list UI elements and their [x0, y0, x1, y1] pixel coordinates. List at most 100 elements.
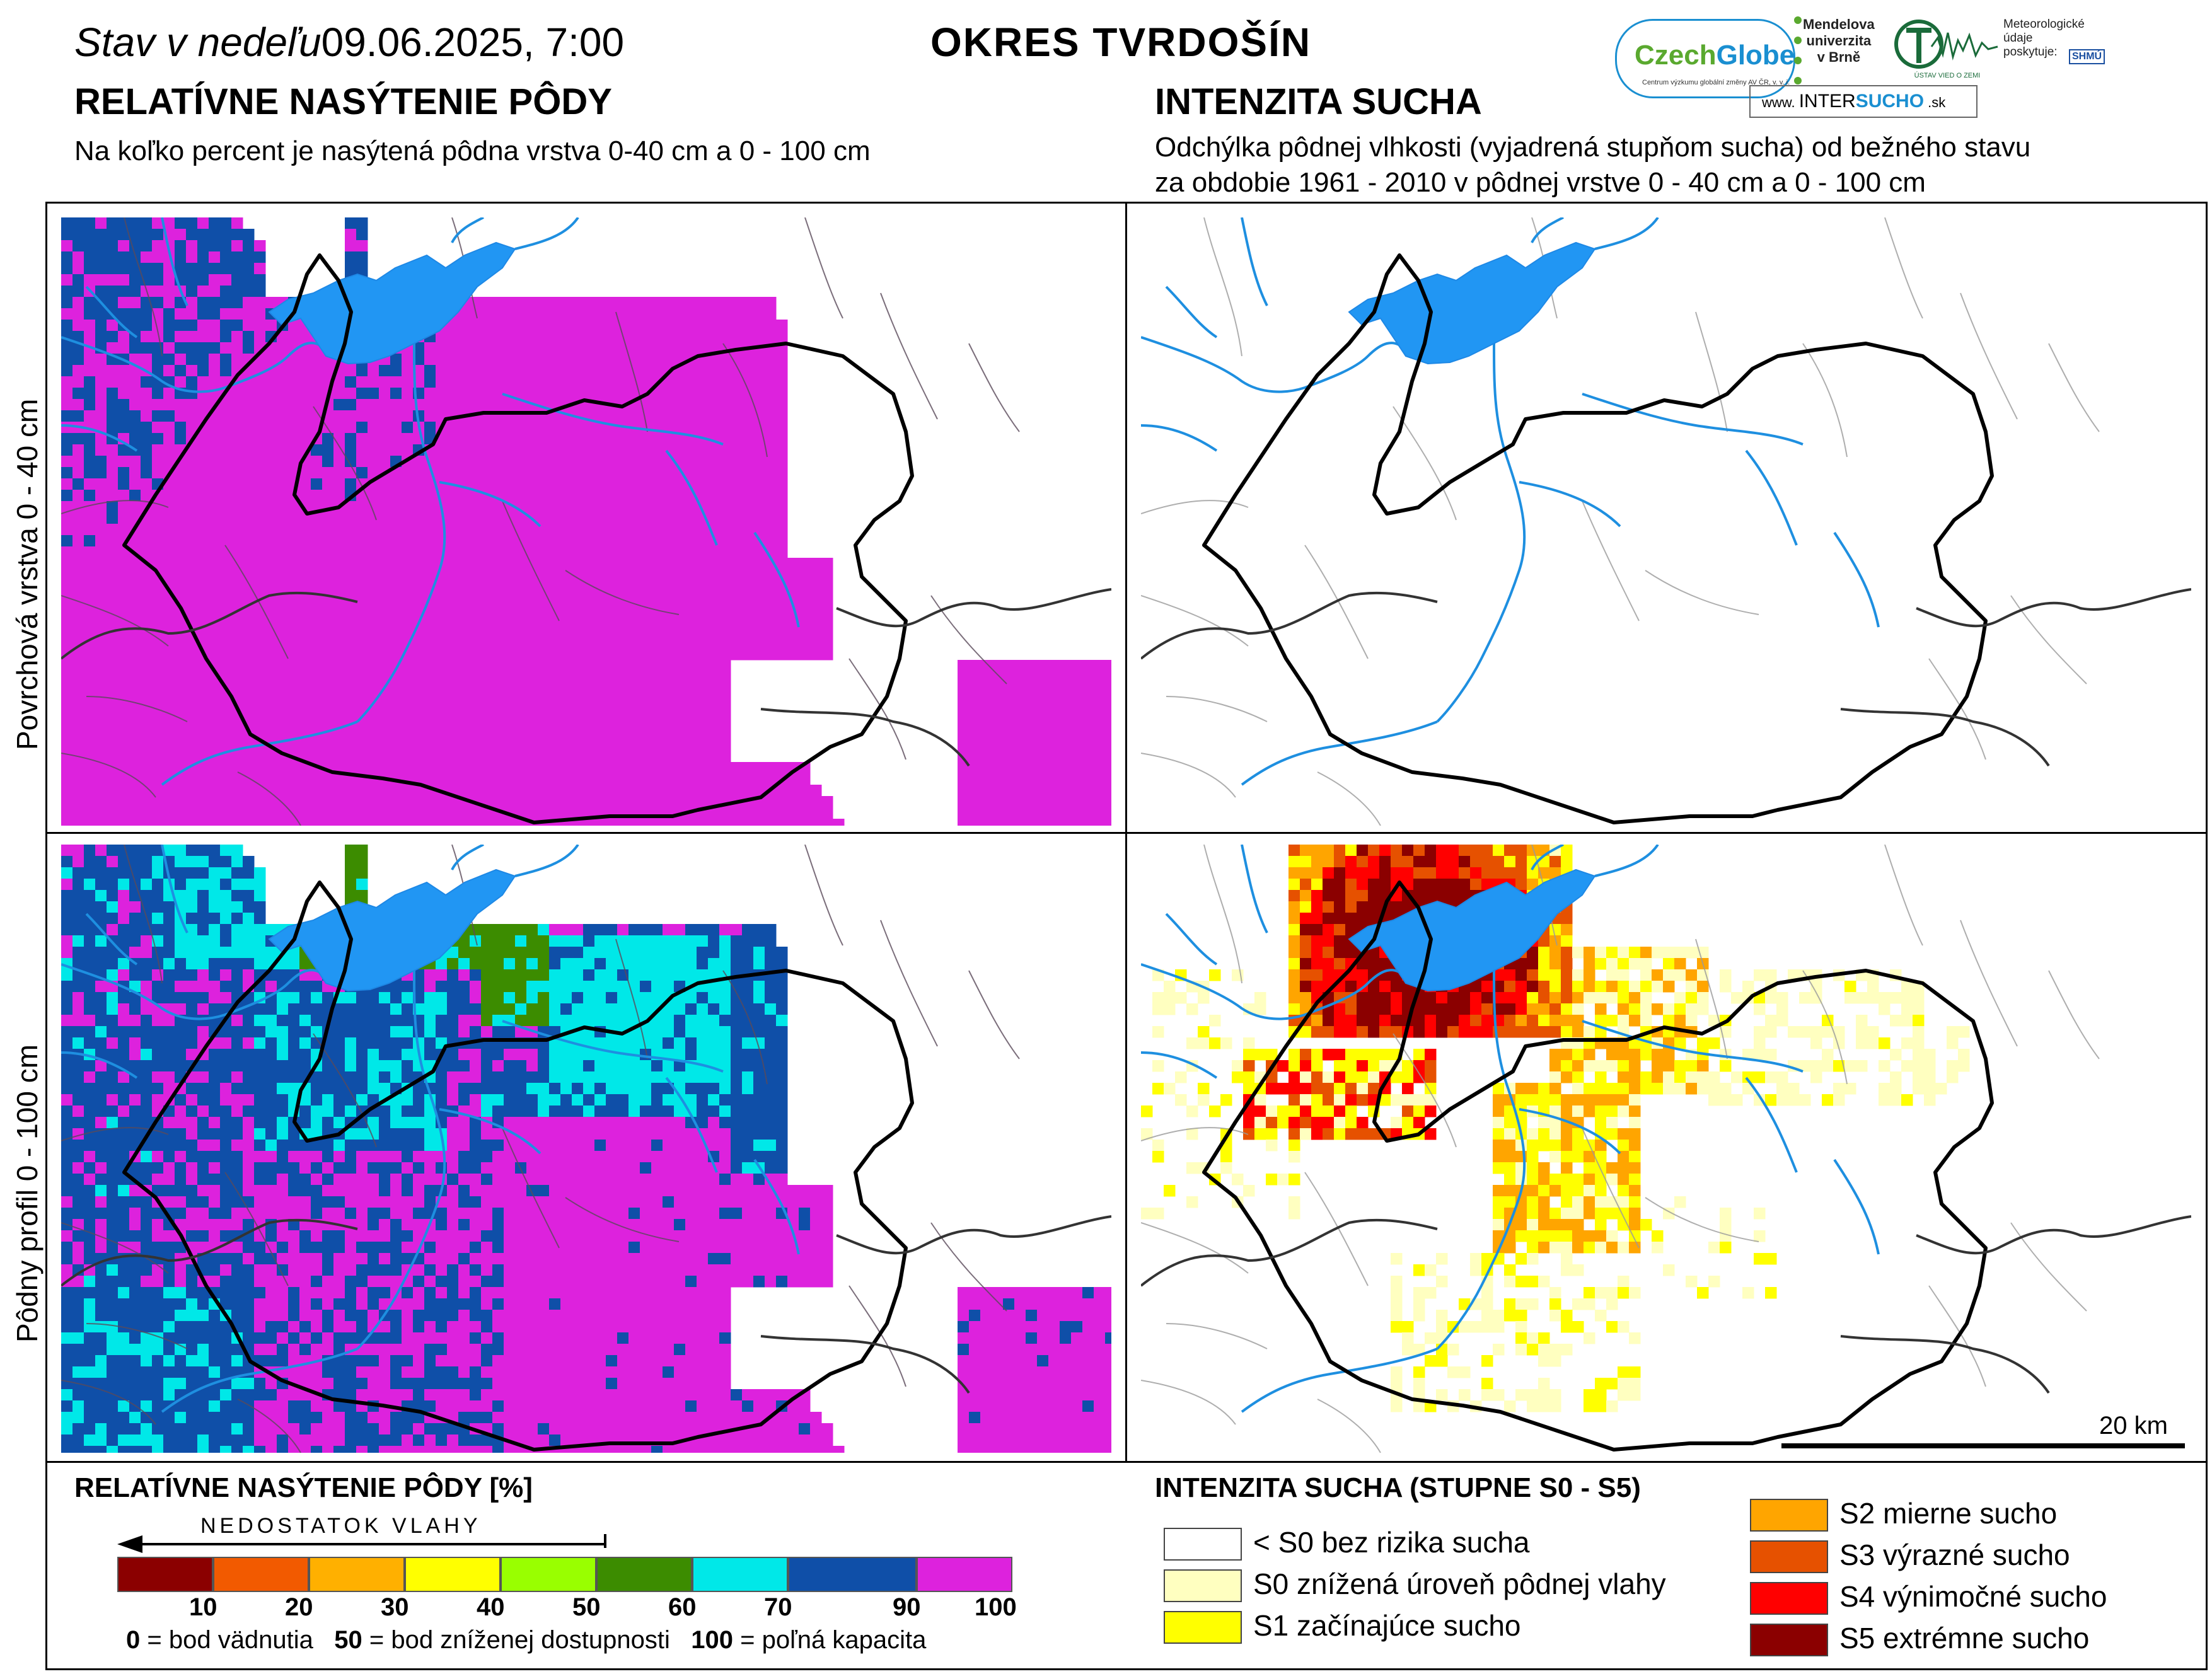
grid-cell — [152, 867, 164, 879]
grid-cell — [95, 1071, 107, 1083]
grid-cell — [470, 535, 482, 547]
grid-cell — [152, 1094, 164, 1106]
grid-cell — [663, 422, 675, 434]
grid-cell — [504, 558, 516, 570]
grid-cell — [129, 819, 141, 826]
grid-cell — [118, 251, 130, 263]
grid-cell — [651, 512, 663, 524]
grid-cell — [719, 1117, 731, 1129]
map-saturation-topsoil[interactable] — [61, 217, 1111, 826]
grid-cell — [640, 796, 652, 808]
grid-cell — [980, 660, 992, 672]
grid-cell — [651, 546, 663, 558]
grid-cell — [175, 263, 187, 275]
grid-cell — [765, 796, 777, 808]
intersucho-logo[interactable]: www. INTERSUCHO .sk — [1749, 85, 1977, 118]
grid-cell — [107, 331, 119, 343]
grid-cell — [141, 671, 153, 683]
left-section-subtitle: Na koľko percent je nasýtená pôdna vrstv… — [74, 136, 871, 166]
grid-cell — [118, 671, 130, 683]
grid-cell — [640, 365, 652, 377]
grid-cell — [1105, 660, 1111, 672]
grid-cell — [61, 354, 73, 366]
grid-cell — [447, 331, 459, 343]
grid-cell — [685, 969, 697, 981]
grid-cell — [186, 410, 198, 422]
grid-cell — [141, 490, 153, 502]
grid-cell — [663, 660, 675, 672]
grid-cell — [538, 671, 550, 683]
grid-cell — [447, 444, 459, 456]
grid-cell — [197, 365, 209, 377]
grid-cell — [356, 1037, 368, 1049]
river-line — [1833, 531, 1880, 628]
grid-cell — [175, 1094, 187, 1106]
grid-cell — [1003, 705, 1015, 717]
grid-cell — [84, 660, 96, 672]
grid-cell — [617, 1060, 629, 1072]
grid-cell — [685, 410, 697, 422]
grid-cell — [583, 626, 595, 638]
map-saturation-profile[interactable] — [61, 845, 1111, 1453]
grid-cell — [277, 762, 289, 774]
grid-cell — [277, 1037, 289, 1049]
grid-cell — [1094, 819, 1106, 826]
grid-cell — [651, 331, 663, 343]
grid-cell — [742, 958, 754, 970]
grid-cell — [368, 603, 379, 615]
grid-cell — [254, 320, 266, 332]
grid-cell — [640, 535, 652, 547]
grid-cell — [265, 1060, 277, 1072]
grid-cell — [606, 297, 618, 309]
grid-cell — [84, 240, 96, 252]
grid-cell — [526, 467, 538, 479]
grid-cell — [810, 807, 822, 819]
grid-cell — [572, 819, 584, 826]
grid-cell — [1094, 773, 1106, 785]
grid-cell — [265, 1140, 277, 1152]
grid-cell — [231, 924, 243, 936]
grid-cell — [617, 569, 629, 581]
grid-cell — [719, 683, 731, 695]
grid-cell — [526, 546, 538, 558]
grid-cell — [390, 1037, 402, 1049]
grid-cell — [470, 399, 482, 411]
grid-cell — [333, 444, 345, 456]
grid-cell — [776, 456, 788, 468]
grid-cell — [640, 603, 652, 615]
grid-cell — [288, 388, 300, 400]
grid-cell — [651, 410, 663, 422]
grid-cell — [606, 456, 618, 468]
grid-cell — [72, 785, 84, 797]
grid-cell — [277, 422, 289, 434]
grid-cell — [583, 342, 595, 354]
grid-cell — [515, 637, 527, 649]
grid-cell — [152, 467, 164, 479]
grid-cell — [538, 728, 550, 740]
grid-cell — [356, 1094, 368, 1106]
grid-cell — [538, 615, 550, 626]
grid-cell — [765, 456, 777, 468]
grid-cell — [61, 762, 73, 774]
grid-cell — [277, 1026, 289, 1038]
grid-cell — [288, 524, 300, 536]
grid-cell — [390, 807, 402, 819]
grid-cell — [197, 342, 209, 354]
grid-cell — [628, 410, 640, 422]
grid-cell — [277, 558, 289, 570]
grid-cell — [152, 592, 164, 604]
grid-cell — [186, 467, 198, 479]
grid-cell — [958, 660, 970, 672]
grid-cell — [538, 694, 550, 706]
grid-cell — [129, 660, 141, 672]
grid-cell — [719, 649, 731, 661]
grid-cell — [708, 1105, 720, 1117]
grid-cell — [458, 739, 470, 751]
grid-cell — [719, 490, 731, 502]
grid-cell — [345, 845, 357, 857]
grid-cell — [651, 388, 663, 400]
grid-cell — [447, 388, 459, 400]
grid-cell — [731, 1083, 743, 1095]
grid-cell — [95, 320, 107, 332]
map-drought-topsoil[interactable] — [1141, 217, 2191, 826]
